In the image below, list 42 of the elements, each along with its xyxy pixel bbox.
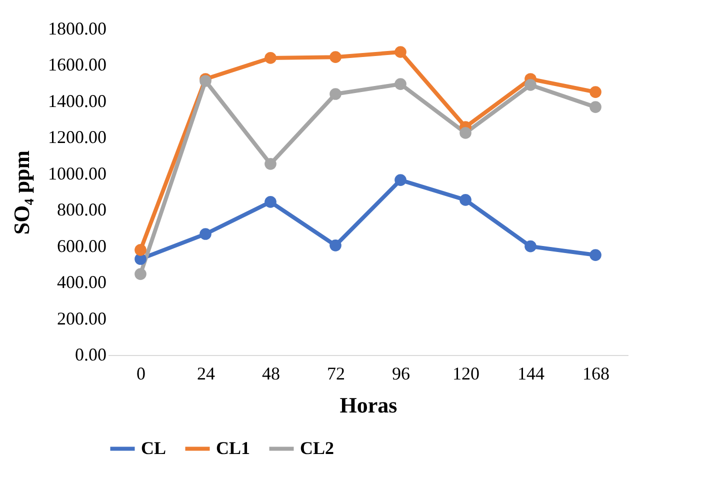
point [200, 228, 212, 240]
y-tick-label: 800.00 [57, 200, 106, 220]
point [590, 101, 602, 113]
point [264, 196, 276, 208]
point [394, 78, 406, 90]
point [590, 249, 602, 261]
y-tick-label: 1800.00 [48, 18, 106, 38]
y-axis-title: SO₄ ppm [9, 150, 34, 235]
y-tick-label: 200.00 [57, 308, 106, 328]
point [460, 127, 472, 139]
point [394, 46, 406, 58]
point [524, 240, 536, 252]
x-tick-label: 72 [327, 364, 345, 384]
y-tick-label: 400.00 [57, 272, 106, 292]
point [134, 244, 146, 256]
x-tick-label: 0 [136, 364, 146, 384]
y-tick-label: 1600.00 [48, 54, 106, 75]
x-axis-title: Horas [340, 392, 398, 418]
x-tick-label: 144 [518, 364, 544, 384]
y-tick-label: 1200.00 [48, 127, 106, 148]
y-tick-label: 1400.00 [48, 90, 106, 111]
point [134, 268, 146, 280]
y-tick-label: 1000.00 [48, 163, 106, 184]
legend-label: CL1 [216, 438, 250, 458]
x-tick-label: 120 [452, 364, 480, 384]
x-tick-label: 24 [197, 364, 215, 384]
x-tick-label: 48 [262, 364, 280, 384]
point [460, 194, 472, 206]
point [330, 51, 342, 63]
point [394, 174, 406, 186]
point [590, 86, 602, 98]
legend-label: CL2 [300, 438, 334, 458]
legend-label: CL [141, 438, 166, 458]
x-tick-label: 96 [392, 364, 410, 384]
point [330, 240, 342, 252]
point [264, 52, 276, 64]
y-tick-label: 0.00 [75, 344, 106, 364]
point [264, 158, 276, 170]
point [524, 79, 536, 91]
y-tick-label: 600.00 [57, 236, 106, 256]
point [330, 88, 342, 100]
x-tick-label: 168 [582, 364, 610, 384]
